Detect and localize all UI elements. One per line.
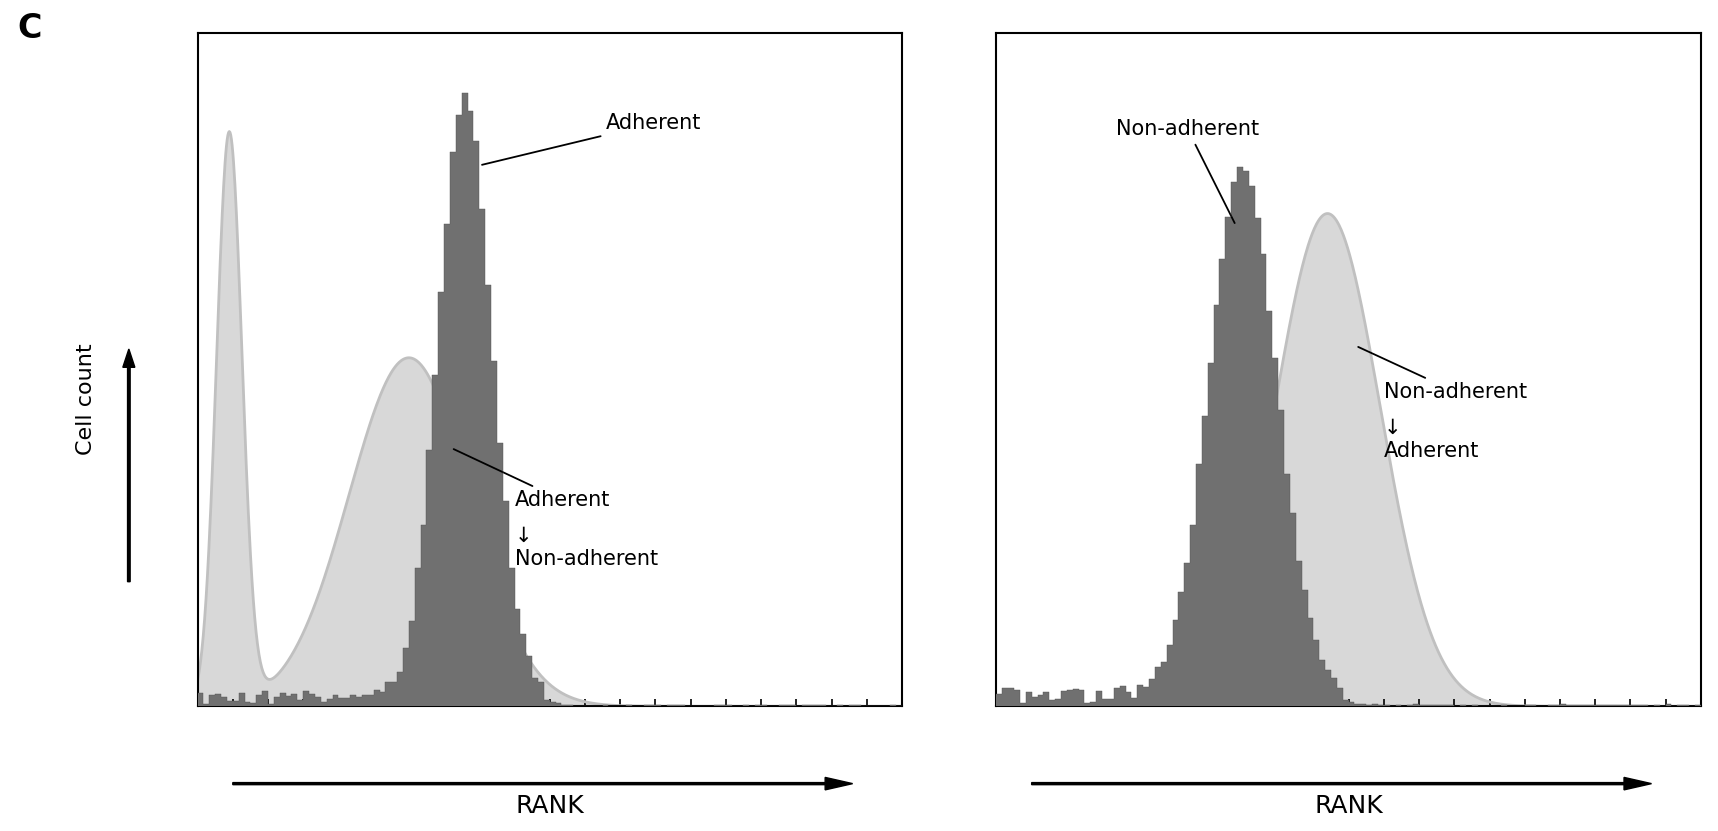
Text: C: C (17, 12, 41, 46)
Text: Non-adherent: Non-adherent (1117, 120, 1259, 223)
Text: ↓
Adherent: ↓ Adherent (1385, 418, 1479, 461)
Text: RANK: RANK (515, 794, 584, 818)
Text: Adherent: Adherent (454, 449, 610, 510)
Text: Adherent: Adherent (483, 113, 701, 165)
Text: Non-adherent: Non-adherent (1359, 347, 1527, 402)
Text: RANK: RANK (1314, 794, 1383, 818)
Text: ↓
Non-adherent: ↓ Non-adherent (514, 526, 658, 569)
Text: Cell count: Cell count (76, 343, 96, 455)
